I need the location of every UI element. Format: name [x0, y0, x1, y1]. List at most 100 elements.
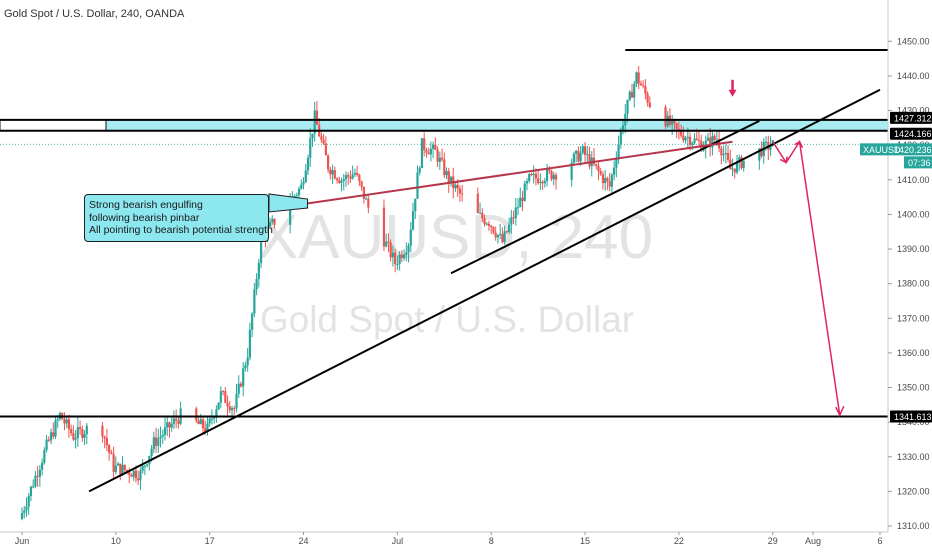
candle-body-55 — [157, 438, 160, 446]
candle-body-283 — [760, 148, 763, 157]
candle-body-106 — [297, 188, 301, 196]
candle-body-111 — [309, 138, 312, 158]
candle-body-180 — [490, 225, 493, 228]
candle-body-10 — [43, 450, 46, 463]
candle-body-2 — [25, 506, 28, 511]
candle-body-63 — [175, 418, 178, 421]
candle-body-174 — [476, 193, 479, 213]
candle-body-50 — [146, 464, 149, 466]
candle-body-212 — [575, 150, 578, 154]
candle-body-131 — [353, 172, 357, 175]
candle-body-0 — [20, 513, 24, 520]
candle-body-175 — [478, 212, 482, 214]
candle-body-271 — [720, 148, 723, 156]
candle-body-39 — [121, 464, 124, 475]
candle-body-144 — [396, 263, 399, 265]
candle-body-109 — [304, 170, 307, 183]
candle-body-95 — [259, 235, 263, 263]
candle-body-251 — [675, 123, 678, 129]
candle-body-272 — [722, 154, 725, 156]
signal-arrow-head — [728, 89, 737, 97]
candle-body-58 — [163, 427, 167, 435]
candle-body-218 — [588, 154, 591, 167]
candle-body-190 — [512, 217, 515, 219]
candle-body-77 — [219, 391, 222, 403]
candle-body-184 — [499, 233, 502, 236]
candle-body-82 — [230, 408, 234, 411]
candle-body-177 — [483, 218, 486, 224]
price-tick-1450: 1450.00 — [897, 36, 930, 46]
candle-body-37 — [116, 463, 120, 466]
candle-body-120 — [329, 169, 332, 175]
time-label-7: 22 — [674, 536, 684, 546]
candle-body-15 — [54, 420, 57, 437]
trendline-inner-support — [450, 120, 760, 275]
candle-body-74 — [213, 417, 216, 419]
candle-body-151 — [411, 211, 415, 230]
candle-body-214 — [579, 152, 582, 162]
candle-body-61 — [170, 423, 173, 428]
projection-arrowhead-bounce — [779, 156, 788, 164]
candle-body-187 — [505, 231, 508, 233]
symbol-label: XAUUSD — [863, 145, 901, 155]
candle-body-195 — [523, 183, 526, 201]
candle-body-138 — [382, 207, 386, 247]
candle-body-3 — [27, 496, 30, 507]
candle-body-122 — [333, 170, 336, 179]
candle-body-145 — [398, 254, 401, 264]
callout-connector — [268, 193, 309, 213]
candle-body-20 — [65, 419, 68, 424]
candle-body-168 — [449, 176, 453, 184]
candle-body-189 — [510, 217, 513, 225]
price-tick-1390: 1390.00 — [897, 244, 930, 254]
candle-body-102 — [289, 203, 292, 225]
candle-body-133 — [358, 174, 361, 182]
candle-body-268 — [713, 136, 716, 140]
candle-body-196 — [525, 181, 529, 184]
candle-body-274 — [726, 152, 730, 160]
price-tick-1370: 1370.00 — [897, 313, 930, 323]
price-tick-1440: 1440.00 — [897, 71, 930, 81]
candle-body-4 — [29, 486, 33, 497]
candle-body-167 — [447, 171, 450, 184]
candle-body-193 — [519, 197, 522, 208]
candle-body-41 — [125, 470, 129, 472]
candle-body-172 — [458, 188, 462, 194]
candle-body-162 — [436, 149, 439, 162]
candle-body-29 — [85, 425, 88, 435]
candle-body-236 — [628, 91, 631, 100]
watermark-symbol: XAUUSD, 240 — [257, 203, 653, 272]
price-tick-1380: 1380.00 — [897, 279, 930, 289]
candle-body-157 — [425, 150, 428, 153]
candle-body-256 — [686, 136, 689, 139]
candle-body-142 — [391, 252, 395, 258]
candle-body-12 — [47, 439, 50, 441]
candle-body-217 — [586, 154, 589, 156]
candle-body-67 — [197, 420, 200, 425]
candle-body-185 — [501, 233, 504, 243]
candle-body-223 — [599, 171, 602, 175]
candle-body-56 — [159, 436, 162, 439]
candle-body-88 — [244, 365, 247, 369]
candle-body-123 — [335, 178, 339, 181]
watermark-description: Gold Spot / U.S. Dollar — [260, 299, 634, 340]
candle-body-27 — [81, 429, 84, 438]
candle-body-273 — [724, 152, 727, 155]
annotation-callout[interactable]: Strong bearish engulfing following beari… — [84, 194, 273, 242]
candle-body-202 — [539, 181, 542, 184]
chart-title: Gold Spot / U.S. Dollar, 240, OANDA — [4, 8, 185, 20]
projection-layer — [728, 79, 845, 417]
candle-body-231 — [617, 144, 620, 160]
candle-body-147 — [402, 254, 406, 259]
candle-body-257 — [688, 136, 692, 146]
price-axis: 1310.001320.001330.001340.001350.001360.… — [887, 0, 932, 550]
candle-body-165 — [443, 159, 446, 176]
candle-body-59 — [166, 422, 169, 428]
candle-body-126 — [342, 179, 345, 182]
candle-body-146 — [400, 254, 403, 259]
candle-body-44 — [132, 470, 135, 477]
candle-body-242 — [642, 85, 645, 87]
candle-body-114 — [315, 110, 319, 125]
